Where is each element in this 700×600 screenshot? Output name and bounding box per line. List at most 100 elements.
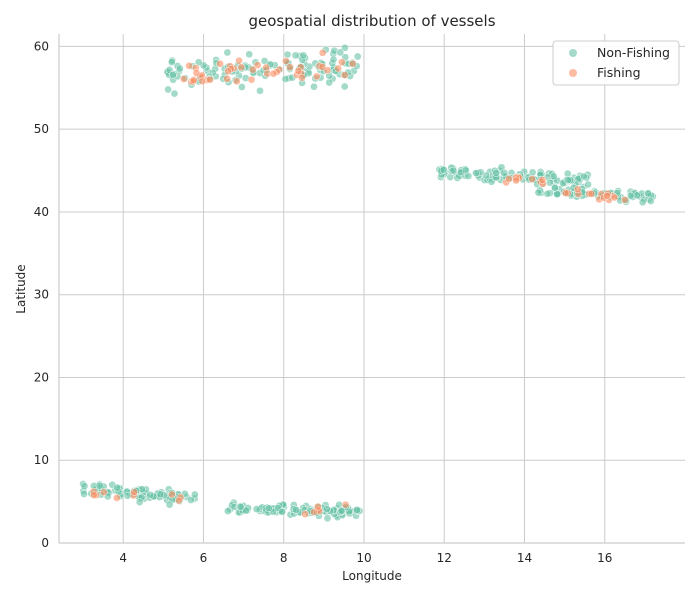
plot-area — [59, 34, 685, 543]
non-fishing-point — [146, 490, 155, 499]
chart-title: geospatial distribution of vessels — [248, 12, 495, 30]
non-fishing-point — [299, 51, 308, 60]
legend-label-fishing: Fishing — [597, 65, 641, 80]
non-fishing-point — [252, 505, 261, 513]
x-tick-label: 14 — [517, 551, 532, 565]
non-fishing-point — [168, 71, 177, 79]
fishing-point — [232, 77, 241, 86]
data-points — [79, 43, 657, 523]
fishing-point — [224, 67, 233, 76]
fishing-point — [189, 76, 198, 84]
x-tick-label: 12 — [437, 551, 452, 565]
y-axis-label: Latitude — [14, 264, 28, 313]
non-fishing-point — [337, 507, 346, 515]
y-tick-label: 40 — [34, 205, 49, 219]
non-fishing-point — [646, 197, 655, 205]
non-fishing-point — [439, 165, 448, 174]
fishing-point — [561, 189, 570, 197]
legend-label-non-fishing: Non-Fishing — [597, 45, 670, 60]
non-fishing-point — [80, 482, 89, 491]
non-fishing-point — [187, 496, 195, 504]
fishing-point — [318, 48, 327, 57]
fishing-point — [573, 185, 582, 194]
x-tick-label: 6 — [200, 551, 208, 565]
fishing-point — [179, 75, 188, 83]
x-tick-label: 16 — [597, 551, 612, 565]
x-tick-label: 8 — [280, 551, 288, 565]
non-fishing-point — [564, 176, 572, 184]
fishing-point — [247, 75, 256, 84]
fishing-point — [348, 59, 357, 68]
non-fishing-point — [492, 169, 500, 177]
legend: Non-Fishing Fishing — [552, 40, 680, 86]
fishing-point — [253, 61, 262, 69]
y-tick-label: 60 — [34, 39, 49, 53]
non-fishing-point — [165, 500, 174, 509]
non-fishing-point — [223, 507, 232, 515]
fishing-point — [282, 57, 290, 65]
non-fishing-point — [353, 506, 362, 514]
non-fishing-point — [95, 481, 104, 490]
y-tick-label: 20 — [34, 370, 49, 384]
fishing-point — [312, 72, 321, 81]
fishing-point — [99, 488, 108, 497]
y-axis-ticks: 0 10 20 30 40 50 60 — [34, 39, 49, 550]
non-fishing-point — [543, 189, 552, 198]
non-fishing-point — [245, 50, 254, 59]
non-fishing-point — [462, 166, 470, 175]
non-fishing-point — [325, 78, 334, 87]
fishing-point — [310, 508, 318, 516]
fishing-point — [610, 193, 619, 202]
y-tick-label: 50 — [34, 122, 49, 136]
non-fishing-point — [170, 89, 179, 98]
fishing-point — [223, 74, 231, 83]
fishing-point — [314, 502, 322, 511]
fishing-point — [505, 175, 513, 183]
non-fishing-point — [176, 64, 184, 73]
non-fishing-point — [549, 172, 558, 181]
non-fishing-point — [563, 169, 572, 178]
non-fishing-point — [551, 184, 559, 192]
fishing-point — [286, 63, 294, 72]
non-fishing-point — [135, 498, 144, 506]
non-fishing-point — [449, 166, 458, 175]
non-fishing-point — [353, 52, 362, 61]
non-fishing-point — [644, 189, 653, 198]
non-fishing-point — [156, 490, 165, 499]
non-fishing-point — [292, 506, 300, 514]
non-fishing-point — [265, 504, 273, 513]
fishing-point — [206, 75, 214, 84]
non-fishing-point — [584, 180, 592, 189]
non-fishing-point — [626, 191, 635, 200]
fishing-point — [168, 490, 176, 499]
non-fishing-point — [638, 198, 647, 207]
fishing-point — [334, 64, 343, 73]
non-fishing-point — [336, 48, 345, 57]
fishing-point — [587, 190, 596, 198]
non-fishing-point — [341, 43, 349, 52]
fishing-point — [318, 63, 327, 71]
non-fishing-point — [329, 55, 338, 64]
legend-box — [552, 40, 680, 86]
y-tick-label: 30 — [34, 288, 49, 302]
fishing-point — [237, 63, 246, 72]
fishing-point — [216, 59, 224, 68]
fishing-point — [269, 69, 278, 78]
fishing-point — [192, 69, 201, 77]
fishing-point — [538, 176, 547, 184]
fishing-point — [175, 496, 183, 505]
non-fishing-point — [256, 86, 264, 95]
fishing-point — [130, 488, 139, 496]
non-fishing-point — [283, 50, 292, 59]
non-fishing-point — [500, 168, 509, 177]
non-fishing-point — [113, 483, 121, 492]
non-fishing-point — [238, 83, 246, 91]
non-fishing-point — [534, 188, 543, 197]
non-fishing-point — [340, 82, 349, 91]
fishing-point — [512, 176, 520, 185]
non-fishing-point — [323, 505, 331, 513]
fishing-point — [338, 58, 346, 67]
fishing-point — [89, 491, 98, 499]
fishing-point — [112, 494, 121, 502]
